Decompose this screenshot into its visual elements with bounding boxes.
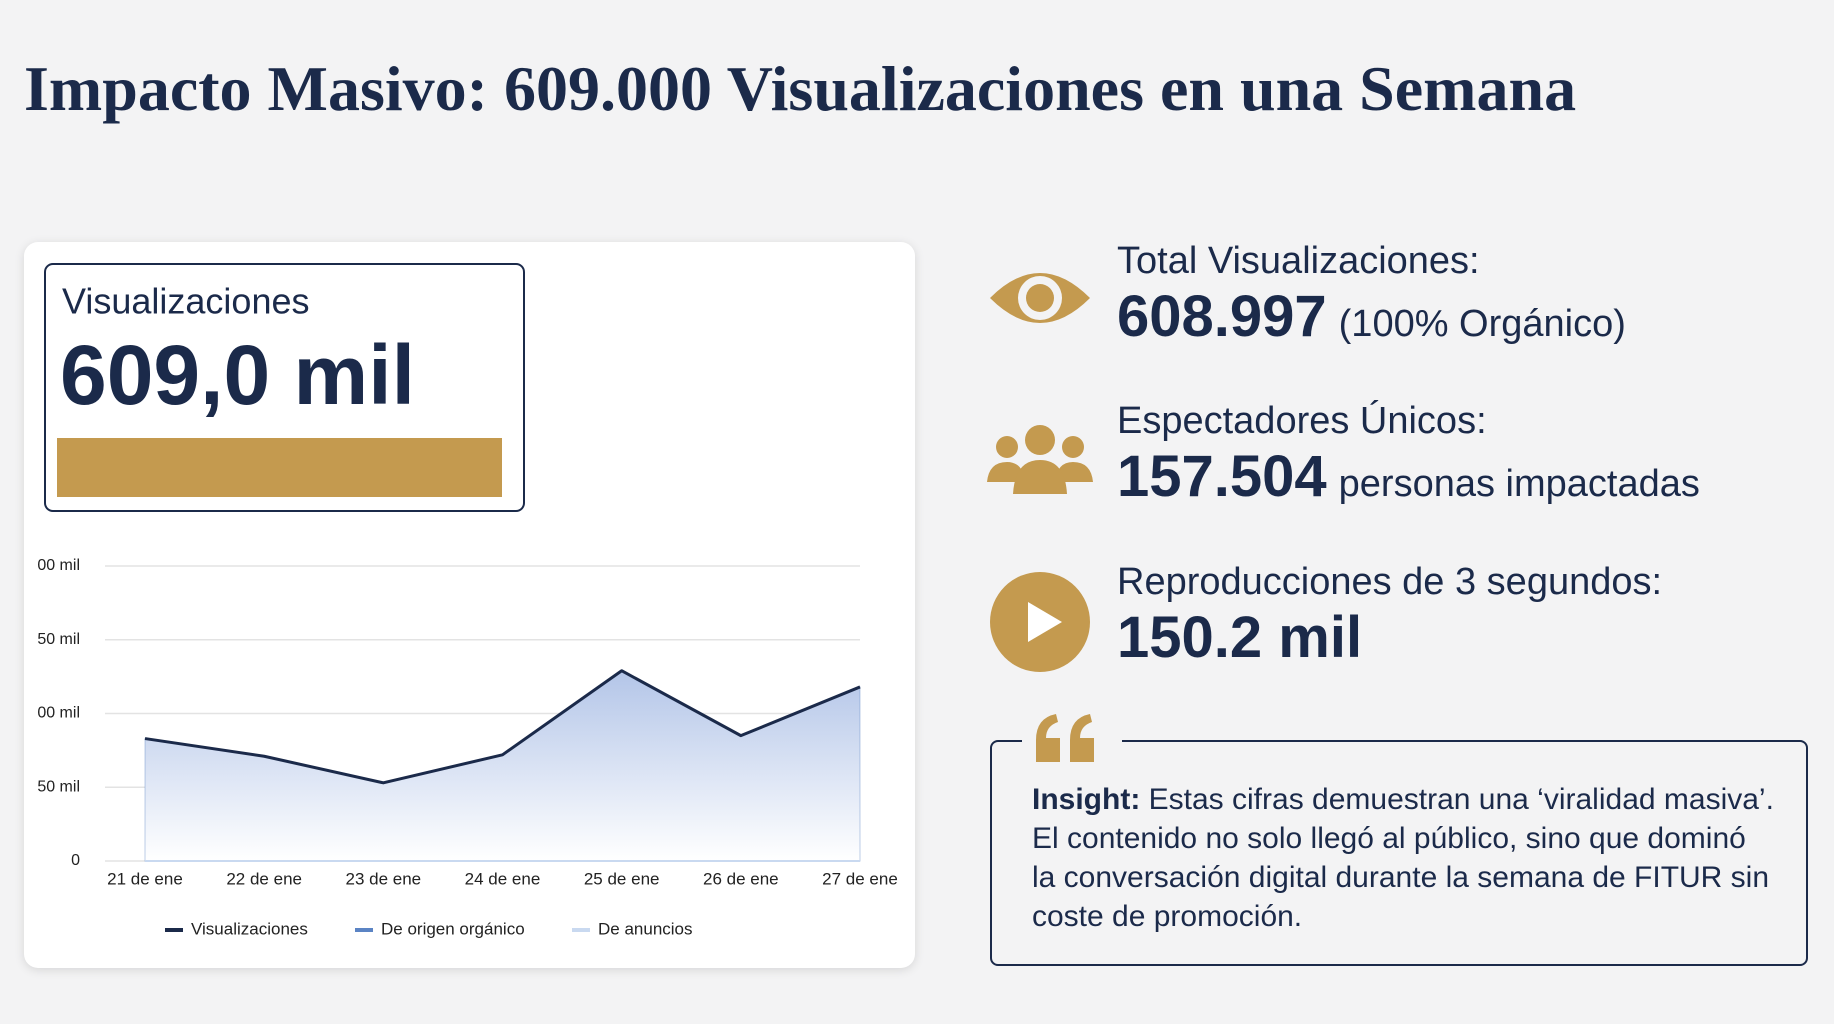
area	[144, 670, 861, 862]
legend-label: Visualizaciones	[191, 919, 308, 938]
quote-icon	[1036, 714, 1094, 762]
stat-note: personas impactadas	[1338, 463, 1700, 505]
insight-body: Estas cifras demuestran una ‘viralidad m…	[1032, 783, 1774, 933]
legend-label: De anuncios	[598, 919, 693, 938]
line	[144, 669, 861, 785]
stat-label: Total Visualizaciones:	[1117, 240, 1480, 282]
stat-value: 157.504 personas impactadas	[1117, 443, 1700, 510]
y-tick-label: 50 mil	[37, 778, 80, 795]
insight-box: Insight: Estas cifras demuestran una ‘vi…	[990, 714, 1808, 966]
stat-value: 608.997 (100% Orgánico)	[1117, 283, 1626, 350]
x-tick-label: 22 de ene	[226, 869, 302, 888]
x-tick-label: 23 de ene	[346, 869, 422, 888]
chart-card: Visualizaciones 609,0 mil 0 50 mil 00 mil 5…	[24, 242, 915, 968]
stat: Espectadores Únicos: 157.504 personas imp…	[1117, 400, 1700, 510]
stat: Total Visualizaciones: 608.997 (100% Orgá…	[1117, 240, 1626, 350]
eye-icon	[990, 273, 1090, 323]
stat-value: 150.2 mil	[1117, 604, 1662, 671]
title: Impacto Masivo: 609.000 Visualizaciones …	[24, 53, 1577, 124]
x-tick-label: 26 de ene	[703, 869, 779, 888]
insight-lead: Insight:	[1032, 783, 1141, 816]
play-icon	[990, 572, 1090, 672]
stat-number: 157.504	[1117, 444, 1327, 509]
stat: Reproducciones de 3 segundos: 150.2 mil	[1117, 561, 1662, 671]
x-tick-label: 25 de ene	[584, 869, 660, 888]
stat-label: Reproducciones de 3 segundos:	[1117, 561, 1663, 603]
stat-note: (100% Orgánico)	[1338, 303, 1626, 345]
stat-label: Espectadores Únicos:	[1117, 400, 1487, 442]
card-value: 609,0 mil	[60, 328, 415, 422]
stat-number: 150.2 mil	[1117, 605, 1363, 670]
legend-label: De origen orgánico	[381, 919, 525, 938]
chart: Visualizaciones 609,0 mil 0 50 mil 00 mil 5…	[37, 263, 898, 938]
card-label: Visualizaciones	[62, 281, 309, 322]
y-tick-label: 00 mil	[37, 705, 80, 722]
people-icon	[987, 425, 1093, 494]
y-tick-label: 50 mil	[37, 631, 80, 648]
x-tick-label: 24 de ene	[465, 869, 541, 888]
x-tick-label: 27 de ene	[822, 869, 898, 888]
gold-bar	[57, 438, 502, 497]
insight-text: Insight: Estas cifras demuestran una ‘vi…	[1032, 780, 1776, 936]
stat-number: 608.997	[1117, 284, 1327, 349]
y-tick-label: 00 mil	[37, 557, 80, 574]
y-tick-label: 0	[71, 852, 80, 869]
x-tick-label: 21 de ene	[107, 869, 183, 888]
